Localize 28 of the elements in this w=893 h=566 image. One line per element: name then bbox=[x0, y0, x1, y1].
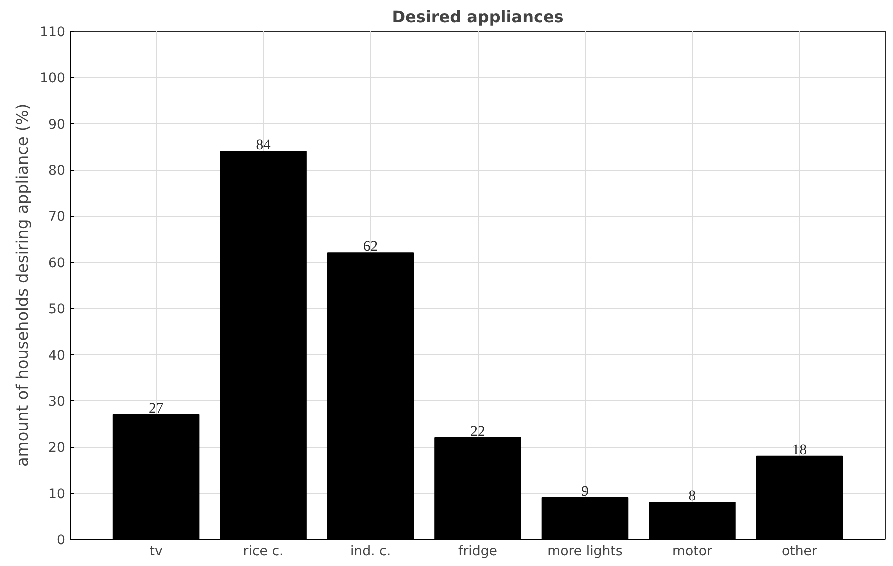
x-tick-label: tv bbox=[150, 544, 163, 560]
data-label: 18 bbox=[792, 442, 808, 458]
y-tick-label: 0 bbox=[57, 534, 66, 548]
y-tick-label: 40 bbox=[48, 348, 66, 364]
data-label: 22 bbox=[470, 424, 486, 440]
y-tick-label: 60 bbox=[48, 256, 66, 272]
data-label: 9 bbox=[582, 484, 589, 500]
data-label: 8 bbox=[688, 488, 696, 505]
data-label: 84 bbox=[256, 138, 272, 154]
x-tick-label: rice c. bbox=[243, 544, 284, 560]
y-tick-label: 10 bbox=[48, 487, 66, 502]
y-axis-title: amount of households desiring appliance (%) bbox=[13, 104, 32, 468]
y-tick-label: 110 bbox=[40, 26, 66, 40]
y-tick-label: 20 bbox=[48, 441, 66, 456]
x-tick-label: ind. c. bbox=[350, 544, 392, 560]
data-label: 62 bbox=[363, 239, 378, 256]
data-label: 27 bbox=[148, 400, 164, 417]
y-tick-label: 50 bbox=[48, 302, 66, 318]
y-tick-label: 90 bbox=[48, 118, 66, 133]
x-tick-label: other bbox=[782, 544, 818, 560]
y-tick-label: 30 bbox=[48, 394, 66, 410]
y-tick-label: 80 bbox=[48, 164, 66, 180]
x-tick-label: fridge bbox=[458, 544, 498, 560]
chart-title: Desired appliances bbox=[392, 8, 564, 26]
x-tick-label: more lights bbox=[548, 544, 623, 560]
y-tick-label: 100 bbox=[40, 72, 66, 87]
x-tick-label: motor bbox=[672, 544, 713, 560]
y-tick-label: 70 bbox=[48, 210, 66, 226]
